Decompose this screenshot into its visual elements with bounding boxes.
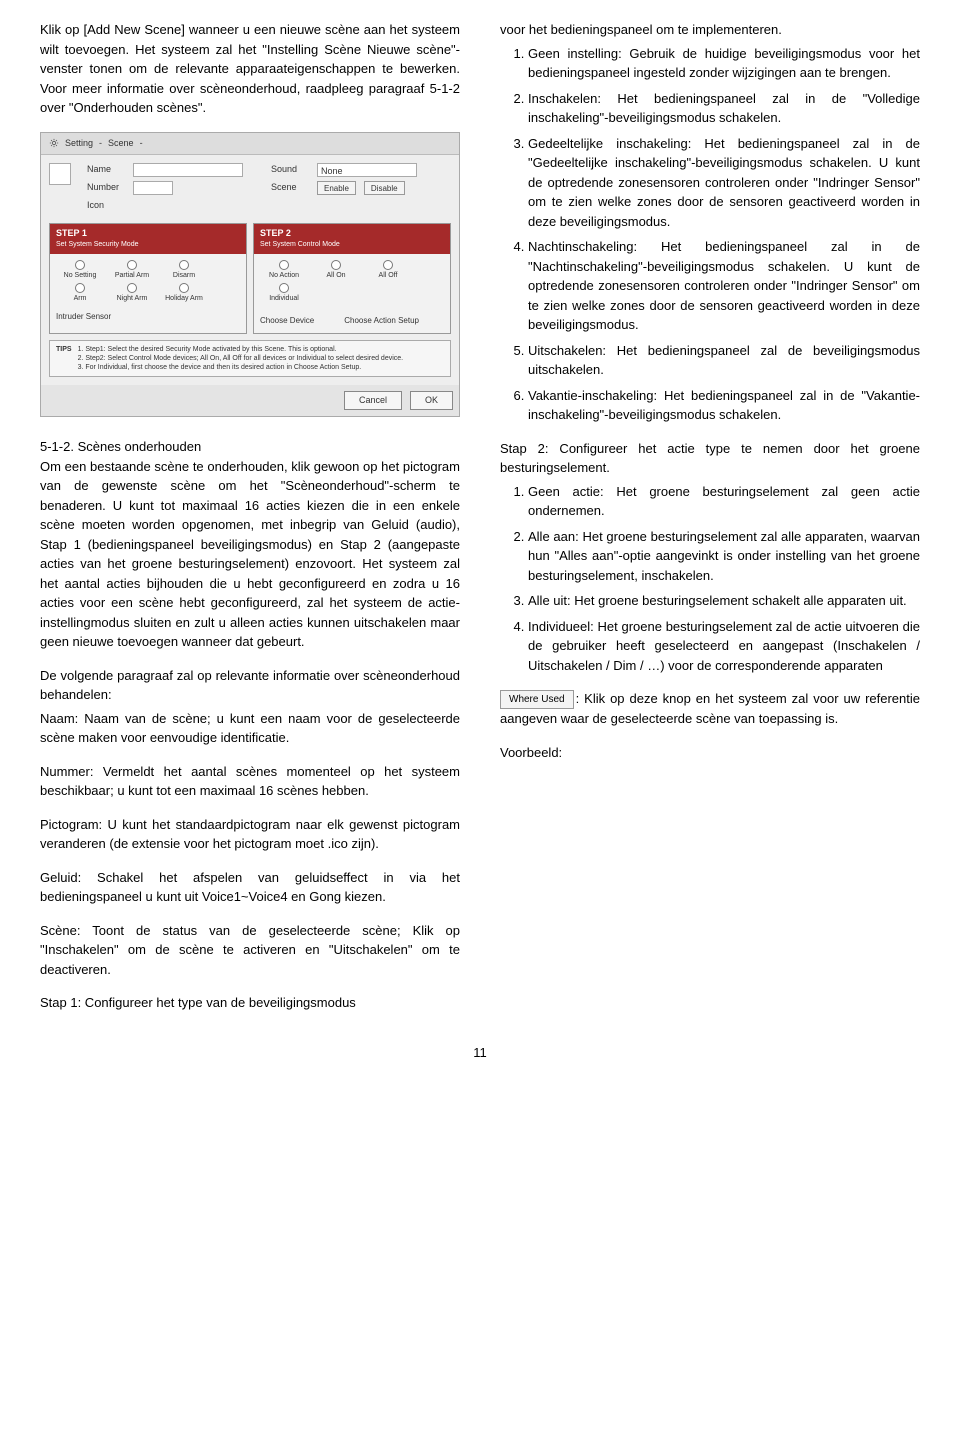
s2-li-all-on: Alle aan: Het groene besturingselement z… [528,527,920,586]
choose-action-label: Choose Action Setup [344,315,419,327]
right-column: voor het bedieningspaneel om te implemen… [500,20,920,1013]
left-column: Klik op [Add New Scene] wanneer u een ni… [40,20,460,1013]
name-label: Name [87,163,125,177]
step1-intro: Stap 1: Configureer het type van de beve… [40,993,460,1013]
scene-settings-screenshot: Setting - Scene - Name Sound None [40,132,460,418]
s2-li-all-off: Alle uit: Het groene besturingselement s… [528,591,920,611]
radio-no-setting[interactable]: No Setting [56,260,104,282]
breadcrumb-scene: Scene [108,137,134,151]
step1-radio-grid: No Setting Partial Arm Disarm Arm Night … [56,260,240,305]
intro-paragraph: Klik op [Add New Scene] wanneer u een ni… [40,20,460,118]
radio-partial-arm[interactable]: Partial Arm [108,260,156,282]
where-used-paragraph: Where Used: Klik op deze knop en het sys… [500,689,920,729]
voorbeeld-label: Voorbeeld: [500,743,920,763]
li-enable: Inschakelen: Het bedieningspaneel zal in… [528,89,920,128]
rel-scene: Scène: Toont de status van de geselectee… [40,921,460,980]
scene-label: Scene [271,181,309,195]
step1-panel: STEP 1 Set System Security Mode No Setti… [49,223,247,334]
step2-radio-grid: No Action All On All Off Individual [260,260,444,305]
breadcrumb-sep2: - [140,137,143,151]
rel-nummer: Nummer: Vermeldt het aantal scènes momen… [40,762,460,801]
rel-naam: Naam: Naam van de scène; u kunt een naam… [40,709,460,748]
tips-box: TIPS 1. Step1: Select the desired Securi… [49,340,451,377]
scene-icon-preview [49,163,71,185]
step1-subtitle: Set System Security Mode [56,240,240,251]
tip-1: 1. Step1: Select the desired Security Mo… [78,345,404,354]
step2-panel: STEP 2 Set System Control Mode No Action… [253,223,451,334]
choose-device-label: Choose Device [260,315,314,327]
radio-all-off[interactable]: All Off [364,260,412,282]
action-type-list: Geen actie: Het groene besturingselement… [500,482,920,676]
radio-no-action[interactable]: No Action [260,260,308,282]
enable-button[interactable]: Enable [317,181,356,195]
tips-label: TIPS [56,345,72,372]
screenshot-titlebar: Setting - Scene - [41,133,459,156]
breadcrumb-setting: Setting [65,137,93,151]
relevant-intro: De volgende paragraaf zal op relevante i… [40,666,460,705]
right-intro-line: voor het bedieningspaneel om te implemen… [500,20,920,40]
ok-button[interactable]: OK [410,391,453,411]
tip-3: 3. For Individual, first choose the devi… [78,363,404,372]
heading-512: 5-1-2. Scènes onderhouden [40,439,201,454]
disable-button[interactable]: Disable [364,181,405,195]
step2-subtitle: Set System Control Mode [260,240,444,251]
s2-li-individual: Individueel: Het groene besturingselemen… [528,617,920,676]
radio-individual[interactable]: Individual [260,283,308,305]
para-512: Om een bestaande scène te onderhouden, k… [40,459,460,650]
radio-night-arm[interactable]: Night Arm [108,283,156,305]
li-vacation: Vakantie-inschakeling: Het bedieningspan… [528,386,920,425]
radio-all-on[interactable]: All On [312,260,360,282]
sound-select[interactable]: None [317,163,417,177]
section-512: 5-1-2. Scènes onderhouden Om een bestaan… [40,437,460,652]
li-no-setting: Geen instelling: Gebruik de huidige beve… [528,44,920,83]
rel-geluid: Geluid: Schakel het afspelen van geluids… [40,868,460,907]
gear-icon [49,138,59,148]
radio-arm[interactable]: Arm [56,283,104,305]
li-disable: Uitschakelen: Het bedieningspaneel zal d… [528,341,920,380]
cancel-button[interactable]: Cancel [344,391,402,411]
intruder-sensor-label: Intruder Sensor [56,311,240,323]
radio-holiday-arm[interactable]: Holiday Arm [160,283,208,305]
rel-pictogram: Pictogram: U kunt het standaardpictogram… [40,815,460,854]
tip-2: 2. Step2: Select Control Mode devices; A… [78,354,404,363]
name-input[interactable] [133,163,243,177]
security-mode-list: Geen instelling: Gebruik de huidige beve… [500,44,920,425]
s2-li-no-action: Geen actie: Het groene besturingselement… [528,482,920,521]
li-night: Nachtinschakeling: Het bedieningspaneel … [528,237,920,335]
number-label: Number [87,181,125,195]
sound-label: Sound [271,163,309,177]
breadcrumb-sep: - [99,137,102,151]
step1-title: STEP 1 [56,228,87,238]
where-used-button[interactable]: Where Used [500,690,574,709]
page-number: 11 [40,1043,920,1063]
icon-label: Icon [87,199,125,213]
step2-title: STEP 2 [260,228,291,238]
number-input[interactable] [133,181,173,195]
radio-disarm[interactable]: Disarm [160,260,208,282]
li-partial: Gedeeltelijke inschakeling: Het bedienin… [528,134,920,232]
step2-intro: Stap 2: Configureer het actie type te ne… [500,439,920,478]
